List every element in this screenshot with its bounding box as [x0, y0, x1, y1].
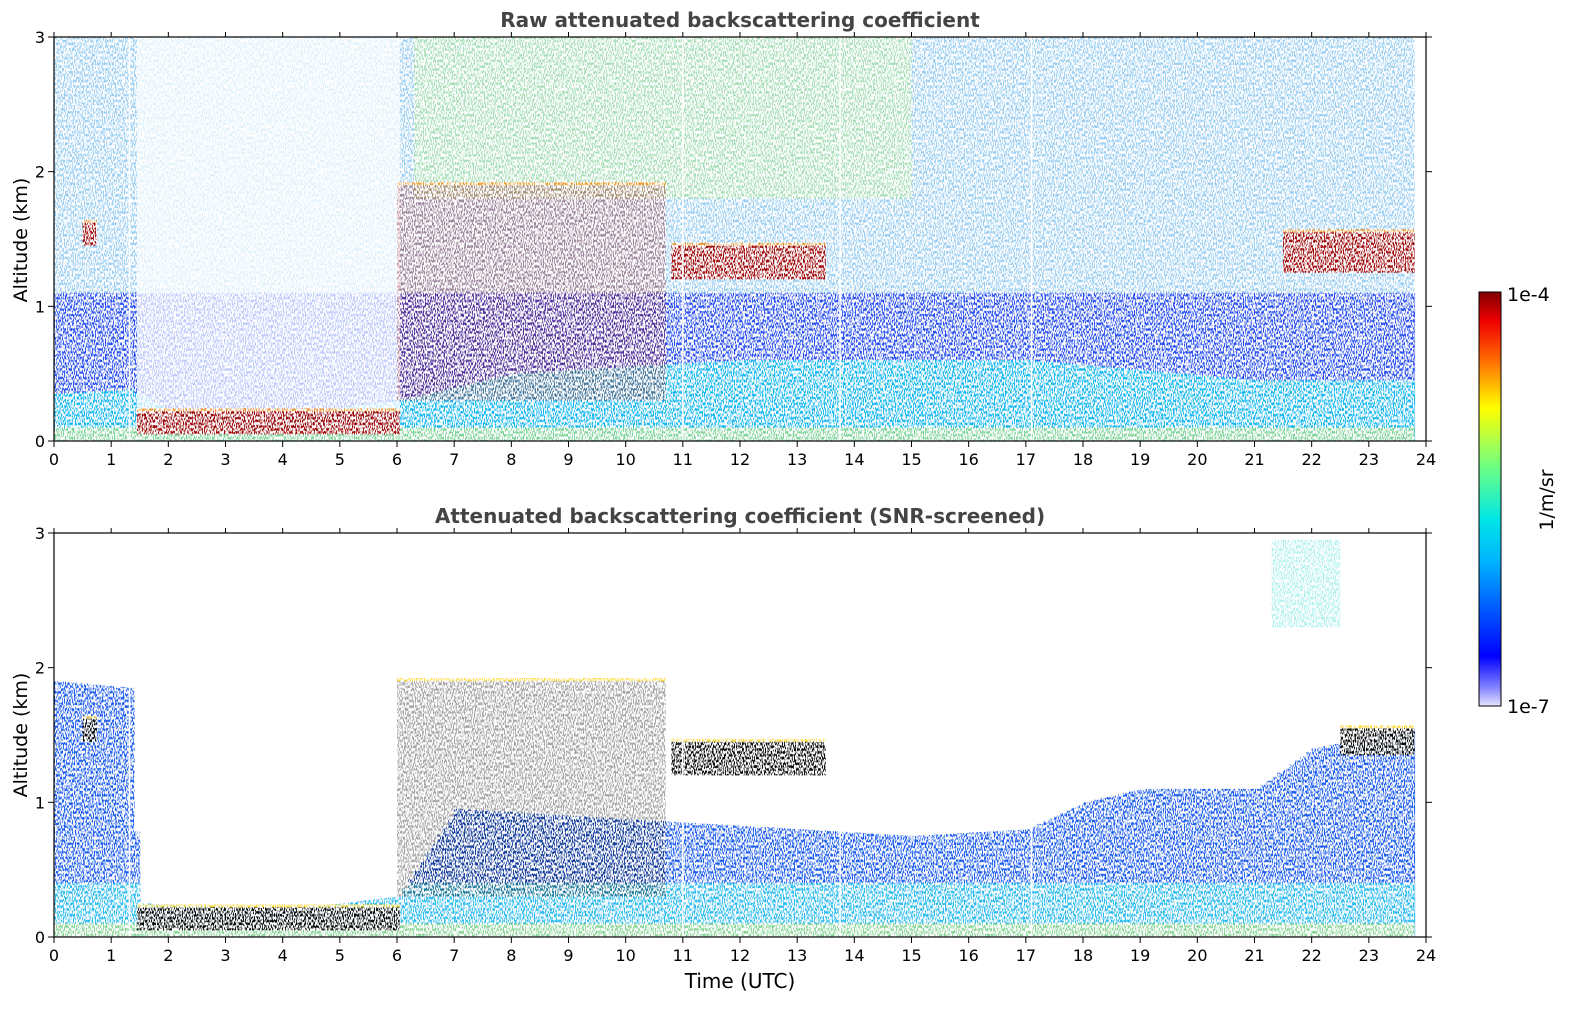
x-tick-label: 6: [392, 946, 402, 965]
x-tick-label: 18: [1073, 946, 1093, 965]
y-axis-label: Altitude (km): [10, 673, 32, 798]
x-tick-label: 23: [1359, 450, 1379, 469]
x-tick-label: 4: [278, 946, 288, 965]
x-tick-label: 0: [49, 450, 59, 469]
x-tick-label: 1: [106, 946, 116, 965]
heatmap-area: [54, 533, 1416, 937]
noise-speckle: [54, 37, 1415, 441]
x-tick-label: 2: [163, 450, 173, 469]
x-tick-label: 23: [1359, 946, 1379, 965]
chart-title: Raw attenuated backscattering coefficien…: [500, 8, 980, 32]
x-tick-label: 11: [673, 450, 693, 469]
x-tick-label: 13: [787, 946, 807, 965]
x-tick-label: 12: [730, 450, 750, 469]
x-tick-label: 8: [506, 450, 516, 469]
heatmap-area: [54, 37, 1416, 441]
y-axis-label: Altitude (km): [10, 178, 32, 303]
x-tick-label: 16: [958, 450, 978, 469]
x-tick-label: 9: [563, 946, 573, 965]
x-tick-label: 14: [844, 450, 864, 469]
y-tick-label: 2: [35, 659, 45, 678]
x-tick-label: 1: [106, 450, 116, 469]
chart-title: Attenuated backscattering coefficient (S…: [435, 504, 1045, 528]
x-tick-label: 17: [1016, 450, 1036, 469]
x-tick-label: 3: [220, 946, 230, 965]
colorbar-max-label: 1e-4: [1507, 284, 1550, 306]
x-tick-label: 17: [1016, 946, 1036, 965]
x-tick-label: 11: [673, 946, 693, 965]
x-tick-label: 5: [335, 450, 345, 469]
x-tick-label: 10: [615, 450, 635, 469]
axis-ticks: 0 1 2 3 4 5 6 7 8 9 10 11 12 13 14 15 16 17 18 19 20 21 22 23 24…: [35, 28, 1436, 469]
x-tick-label: 20: [1187, 946, 1207, 965]
colorbar: 1e-4 1e-7 1/m/sr: [1478, 284, 1558, 718]
x-tick-label: 7: [449, 450, 459, 469]
x-tick-label: 4: [278, 450, 288, 469]
y-tick-label: 3: [35, 524, 45, 543]
x-tick-label: 15: [901, 946, 921, 965]
y-tick-label: 3: [35, 28, 45, 47]
x-tick-label: 2: [163, 946, 173, 965]
x-tick-label: 24: [1416, 946, 1436, 965]
x-tick-label: 3: [220, 450, 230, 469]
x-tick-label: 18: [1073, 450, 1093, 469]
x-tick-label: 15: [901, 450, 921, 469]
y-tick-label: 0: [35, 432, 45, 451]
x-tick-label: 10: [615, 946, 635, 965]
x-tick-label: 21: [1244, 450, 1264, 469]
x-tick-label: 22: [1301, 946, 1321, 965]
x-tick-label: 19: [1130, 450, 1150, 469]
x-tick-label: 13: [787, 450, 807, 469]
x-tick-label: 12: [730, 946, 750, 965]
x-tick-label: 5: [335, 946, 345, 965]
y-tick-label: 0: [35, 928, 45, 947]
x-tick-label: 22: [1301, 450, 1321, 469]
x-tick-label: 0: [49, 946, 59, 965]
x-tick-label: 8: [506, 946, 516, 965]
colorbar-min-label: 1e-7: [1507, 696, 1550, 718]
x-tick-label: 20: [1187, 450, 1207, 469]
y-tick-label: 1: [35, 793, 45, 812]
x-tick-label: 7: [449, 946, 459, 965]
noise-speckle: [54, 533, 1415, 937]
colorbar-gradient: [1478, 291, 1502, 707]
x-tick-label: 14: [844, 946, 864, 965]
axis-ticks: 0 1 2 3 4 5 6 7 8 9 10 11 12 13 14 15 16 17 18 19 20 21 22 23 24…: [35, 524, 1436, 965]
x-tick-label: 24: [1416, 450, 1436, 469]
x-tick-label: 6: [392, 450, 402, 469]
panel-raw: Raw attenuated backscattering coefficien…: [10, 8, 1436, 469]
colorbar-unit-label: 1/m/sr: [1536, 469, 1558, 530]
y-tick-label: 1: [35, 297, 45, 316]
x-tick-label: 21: [1244, 946, 1264, 965]
x-tick-label: 19: [1130, 946, 1150, 965]
x-tick-label: 9: [563, 450, 573, 469]
x-tick-label: 16: [958, 946, 978, 965]
y-tick-label: 2: [35, 163, 45, 182]
x-axis-label: Time (UTC): [684, 969, 796, 993]
panel-screened: Attenuated backscattering coefficient (S…: [10, 504, 1436, 993]
